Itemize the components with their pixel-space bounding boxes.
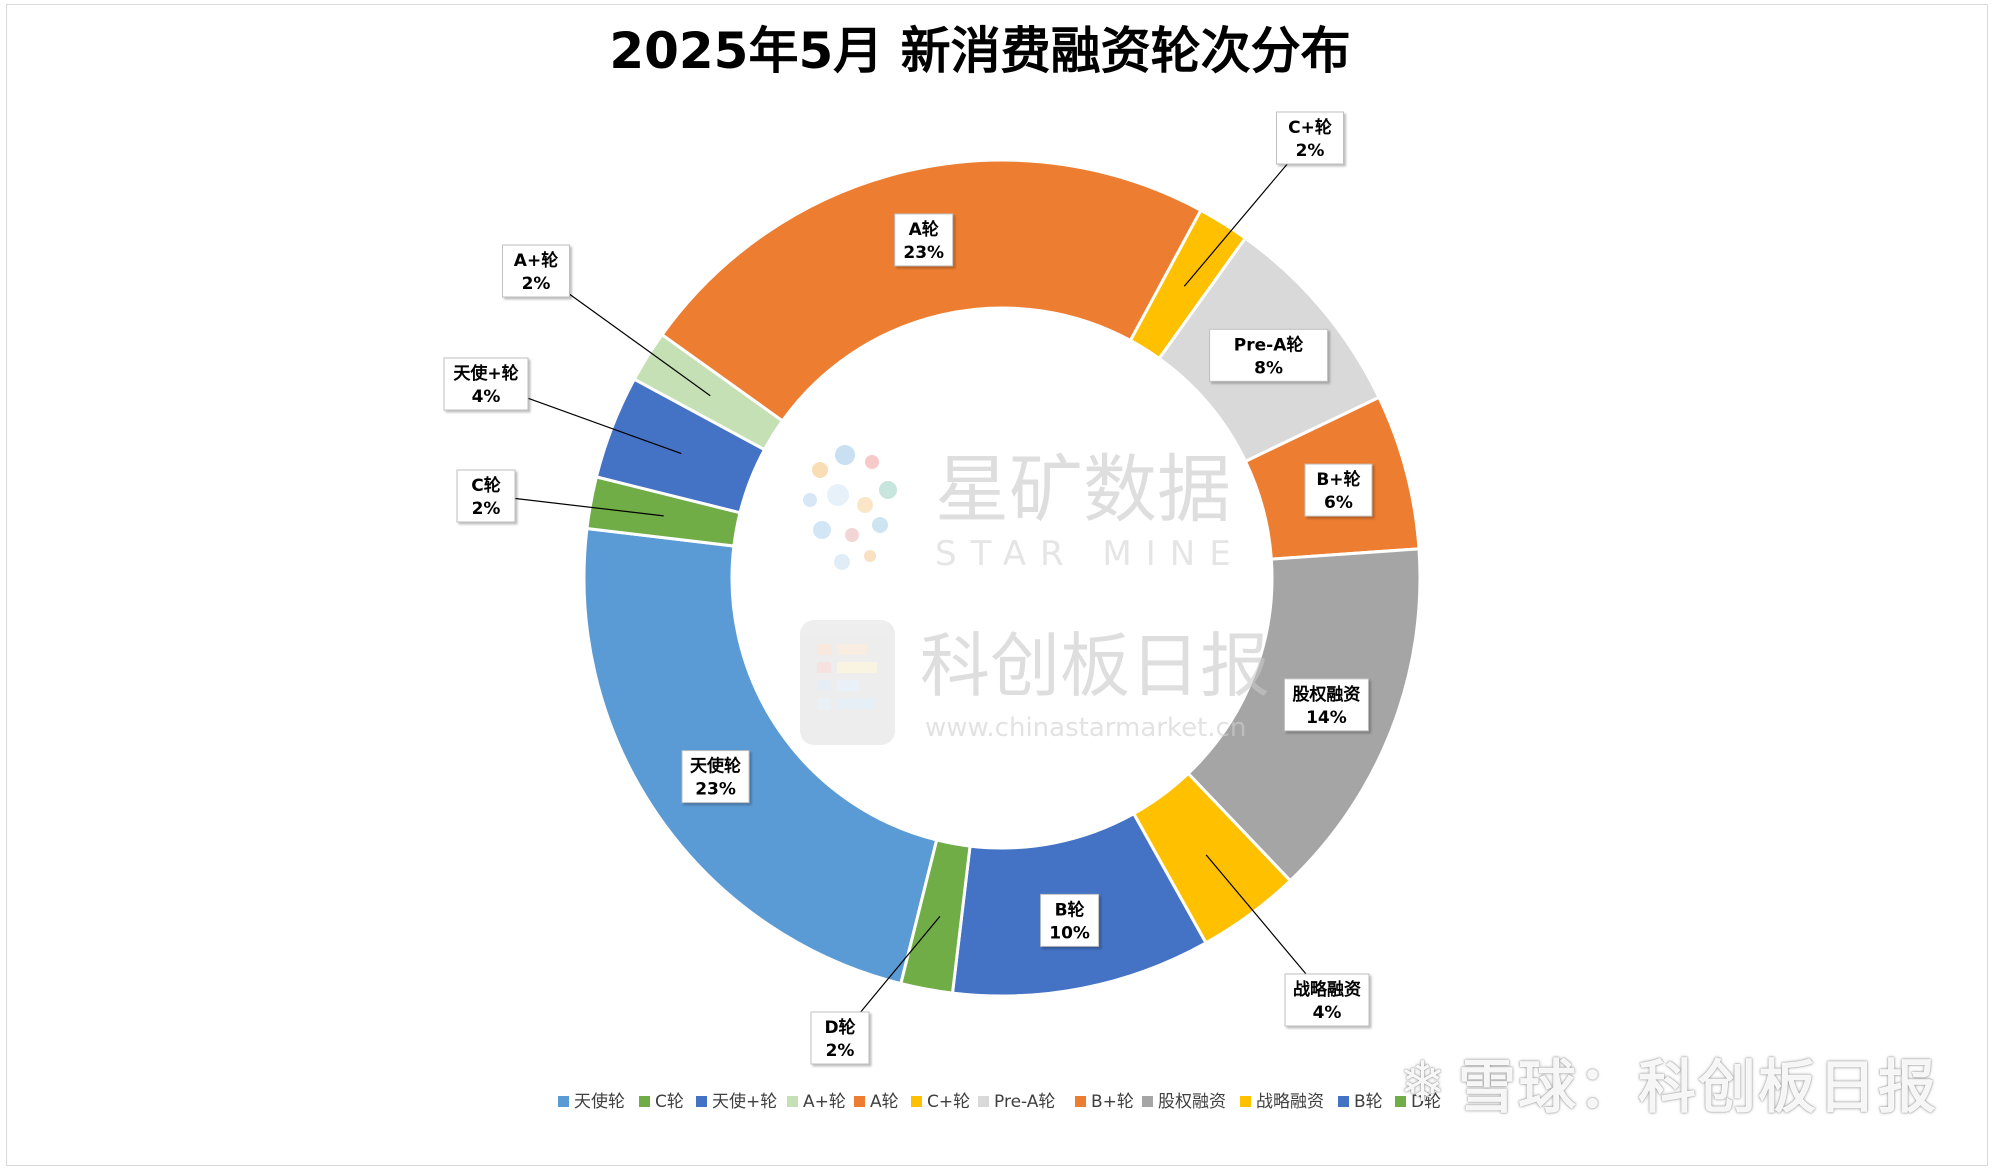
data-label: A+轮 2% <box>502 244 570 298</box>
data-label-value: 14% <box>1306 708 1347 728</box>
data-label-value: 6% <box>1324 493 1353 513</box>
starmine-cn-text: 星矿数据 <box>935 447 1231 533</box>
kcb-url-text: www.chinastarmarket.cn <box>925 713 1246 743</box>
starmine-en-text: STAR MINE <box>935 534 1245 574</box>
data-label-name: C+轮 <box>1288 117 1332 138</box>
slice-1 <box>582 526 939 986</box>
legend-label: C+轮 <box>927 1092 970 1112</box>
data-label: Pre-A轮 8% <box>1209 328 1329 382</box>
legend-swatch <box>854 1096 865 1107</box>
legend-label: 股权融资 <box>1158 1092 1226 1112</box>
data-label-name: C轮 <box>471 475 500 496</box>
data-label-box <box>1304 463 1373 517</box>
slice-12 <box>899 838 972 995</box>
data-label-box <box>443 357 529 411</box>
legend-swatch <box>639 1096 650 1107</box>
data-label: A轮 23% <box>894 213 954 267</box>
data-label-box <box>810 1011 870 1065</box>
snowball-icon: ❄ <box>1399 1049 1448 1115</box>
data-label: 天使轮 23% <box>681 750 750 804</box>
slice-5 <box>660 158 1203 423</box>
data-label-value: 4% <box>1313 1003 1342 1023</box>
data-label-name: B+轮 <box>1316 469 1360 490</box>
data-label-value: 10% <box>1049 923 1090 943</box>
kcb-watermark: 科创板日报 www.chinastarmarket.cn <box>800 620 1270 745</box>
legend-swatch <box>1142 1096 1153 1107</box>
data-label-name: Pre-A轮 <box>1234 334 1304 355</box>
leader-line <box>485 494 664 517</box>
legend-label: 天使+轮 <box>712 1091 777 1112</box>
data-label-name: A+轮 <box>514 250 558 271</box>
data-label-name: 股权融资 <box>1292 684 1360 705</box>
legend-swatch <box>978 1096 989 1107</box>
legend-swatch <box>558 1096 569 1107</box>
data-label-box <box>894 213 954 267</box>
data-label-name: A轮 <box>909 219 939 240</box>
data-label-value: 2% <box>472 499 501 519</box>
data-label: 战略融资 4% <box>1284 973 1370 1027</box>
legend-label: A+轮 <box>803 1092 846 1112</box>
legend-swatch <box>1338 1096 1349 1107</box>
donut-slices <box>582 158 1422 998</box>
data-label: B轮 10% <box>1040 893 1100 947</box>
data-label-box <box>1209 328 1329 382</box>
data-label: 股权融资 14% <box>1283 678 1369 732</box>
legend-label: B+轮 <box>1091 1092 1134 1112</box>
legend-swatch <box>696 1096 707 1107</box>
kcb-cn-text: 科创板日报 <box>920 625 1270 707</box>
data-label-value: 2% <box>1296 141 1325 161</box>
data-labels: 天使轮 23% C轮 2% 天使+轮 4% A+轮 2% A轮 23% C+轮 2% Pre-A轮 8% B… <box>443 111 1373 1065</box>
data-label: 天使+轮 4% <box>443 357 529 411</box>
legend-label: B轮 <box>1354 1092 1383 1112</box>
legend-label: Pre-A轮 <box>994 1092 1055 1112</box>
data-label-name: 天使轮 <box>690 756 741 777</box>
legend-swatch <box>1240 1096 1251 1107</box>
legend-swatch <box>787 1096 798 1107</box>
data-label-name: B轮 <box>1055 899 1085 920</box>
data-label-name: D轮 <box>824 1017 855 1038</box>
starmine-logo-icon <box>803 445 897 570</box>
data-label-box <box>1040 893 1100 947</box>
data-label-name: 天使+轮 <box>453 363 518 384</box>
legend-label: A轮 <box>870 1092 899 1112</box>
xueqiu-text: 雪球：科创板日报 <box>1457 1053 1938 1121</box>
data-label-value: 4% <box>472 387 501 407</box>
legend: 天使轮 C轮 天使+轮 A+轮 A轮 C+轮 Pre-A轮 B+轮 股权融资 战略融资 B轮 D轮 <box>558 1091 1441 1112</box>
data-label-value: 23% <box>695 780 736 800</box>
data-label-box <box>1283 678 1369 732</box>
legend-swatch <box>1395 1096 1406 1107</box>
legend-swatch <box>1075 1096 1086 1107</box>
xueqiu-watermark: ❄ 雪球：科创板日报 <box>1399 1040 1938 1124</box>
data-label: C轮 2% <box>456 469 516 523</box>
legend-swatch <box>911 1096 922 1107</box>
data-label-box <box>681 750 750 804</box>
legend-label: C轮 <box>655 1092 684 1112</box>
legend-label: 战略融资 <box>1256 1092 1324 1112</box>
data-label-name: 战略融资 <box>1293 979 1361 1000</box>
data-label-box <box>1284 973 1370 1027</box>
data-label: B+轮 6% <box>1304 463 1373 517</box>
data-label-value: 23% <box>903 243 944 263</box>
data-label-value: 2% <box>826 1041 855 1061</box>
chart-title: 2025年5月 新消费融资轮次分布 <box>609 22 1350 80</box>
data-label-box <box>1276 111 1344 165</box>
data-label-box <box>456 469 516 523</box>
data-label-value: 8% <box>1254 358 1283 378</box>
data-label-box <box>502 244 570 298</box>
data-label: C+轮 2% <box>1276 111 1344 165</box>
starmine-watermark: 星矿数据 STAR MINE <box>803 445 1245 574</box>
data-label: D轮 2% <box>810 1011 870 1065</box>
legend-label: 天使轮 <box>574 1091 625 1112</box>
legend-label: D轮 <box>1411 1092 1441 1112</box>
data-label-value: 2% <box>522 274 551 294</box>
